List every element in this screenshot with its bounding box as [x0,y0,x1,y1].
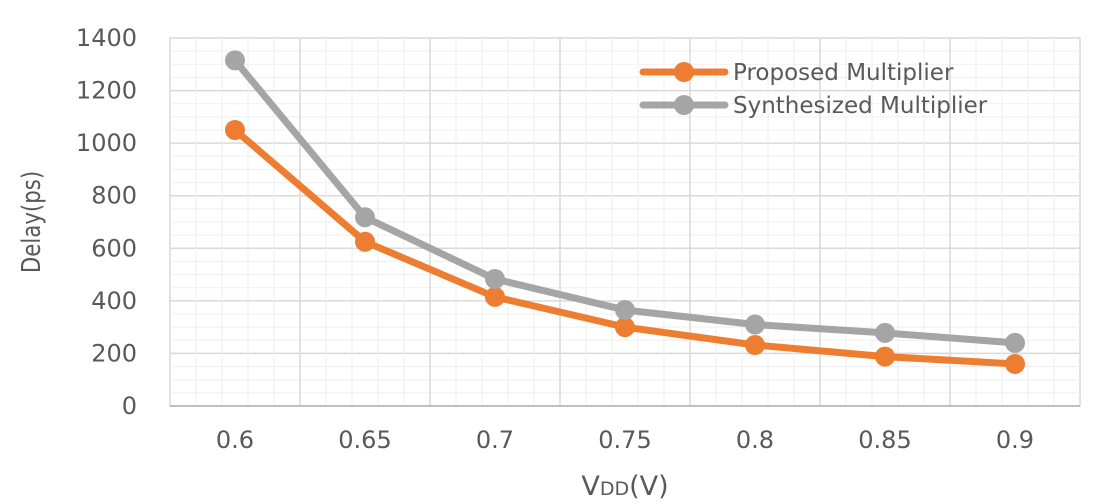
x-axis-title-main: V [581,471,600,502]
synthesized-multiplier-point [875,322,895,343]
y-axis-ticks: 0 200 400 600 800 1000 1200 1400 [76,24,137,420]
y-tick-label: 1000 [76,129,137,157]
x-tick-label: 0.75 [598,426,651,454]
y-tick-label: 400 [91,287,137,315]
synthesized-multiplier-point [615,300,635,321]
proposed-multiplier-point [485,286,505,307]
x-axis-title-unit: (V) [629,471,669,502]
proposed-multiplier-point [875,346,895,367]
legend: Proposed Multiplier Synthesized Multiplie… [639,60,988,119]
legend-label: Synthesized Multiplier [733,93,988,119]
synthesized-multiplier-point [355,207,375,228]
x-tick-label: 0.7 [476,426,514,454]
x-axis-ticks: 0.6 0.65 0.7 0.75 0.8 0.85 0.9 [216,426,1034,454]
synthesized-multiplier-point [1005,332,1025,353]
x-tick-label: 0.9 [996,426,1034,454]
y-tick-label: 1200 [76,77,137,105]
synthesized-multiplier-legend-marker [674,95,694,115]
y-tick-label: 800 [91,182,137,210]
x-tick-label: 0.8 [736,426,774,454]
y-axis-title: Delay(ps) [16,171,47,273]
y-tick-label: 0 [122,392,137,420]
x-tick-label: 0.65 [338,426,391,454]
proposed-multiplier-point [225,120,245,140]
y-tick-label: 200 [91,339,137,367]
synthesized-multiplier-point [745,314,765,335]
proposed-multiplier-point [355,231,375,252]
proposed-multiplier-point [1005,353,1025,374]
synthesized-multiplier-point [225,50,245,71]
gridlines [169,37,1081,407]
synthesized-multiplier-point [485,269,505,290]
proposed-multiplier-legend-marker [674,62,694,82]
y-tick-label: 600 [91,234,137,262]
x-tick-label: 0.85 [858,426,911,454]
y-tick-label: 1400 [76,24,137,52]
series-lines [225,50,1025,374]
x-tick-label: 0.6 [216,426,254,454]
proposed-multiplier-point [615,317,635,338]
x-axis-title: VDD(V) [581,471,668,502]
proposed-multiplier-point [745,335,765,356]
legend-label: Proposed Multiplier [733,60,954,86]
x-axis-title-subscript: DD [600,478,629,500]
